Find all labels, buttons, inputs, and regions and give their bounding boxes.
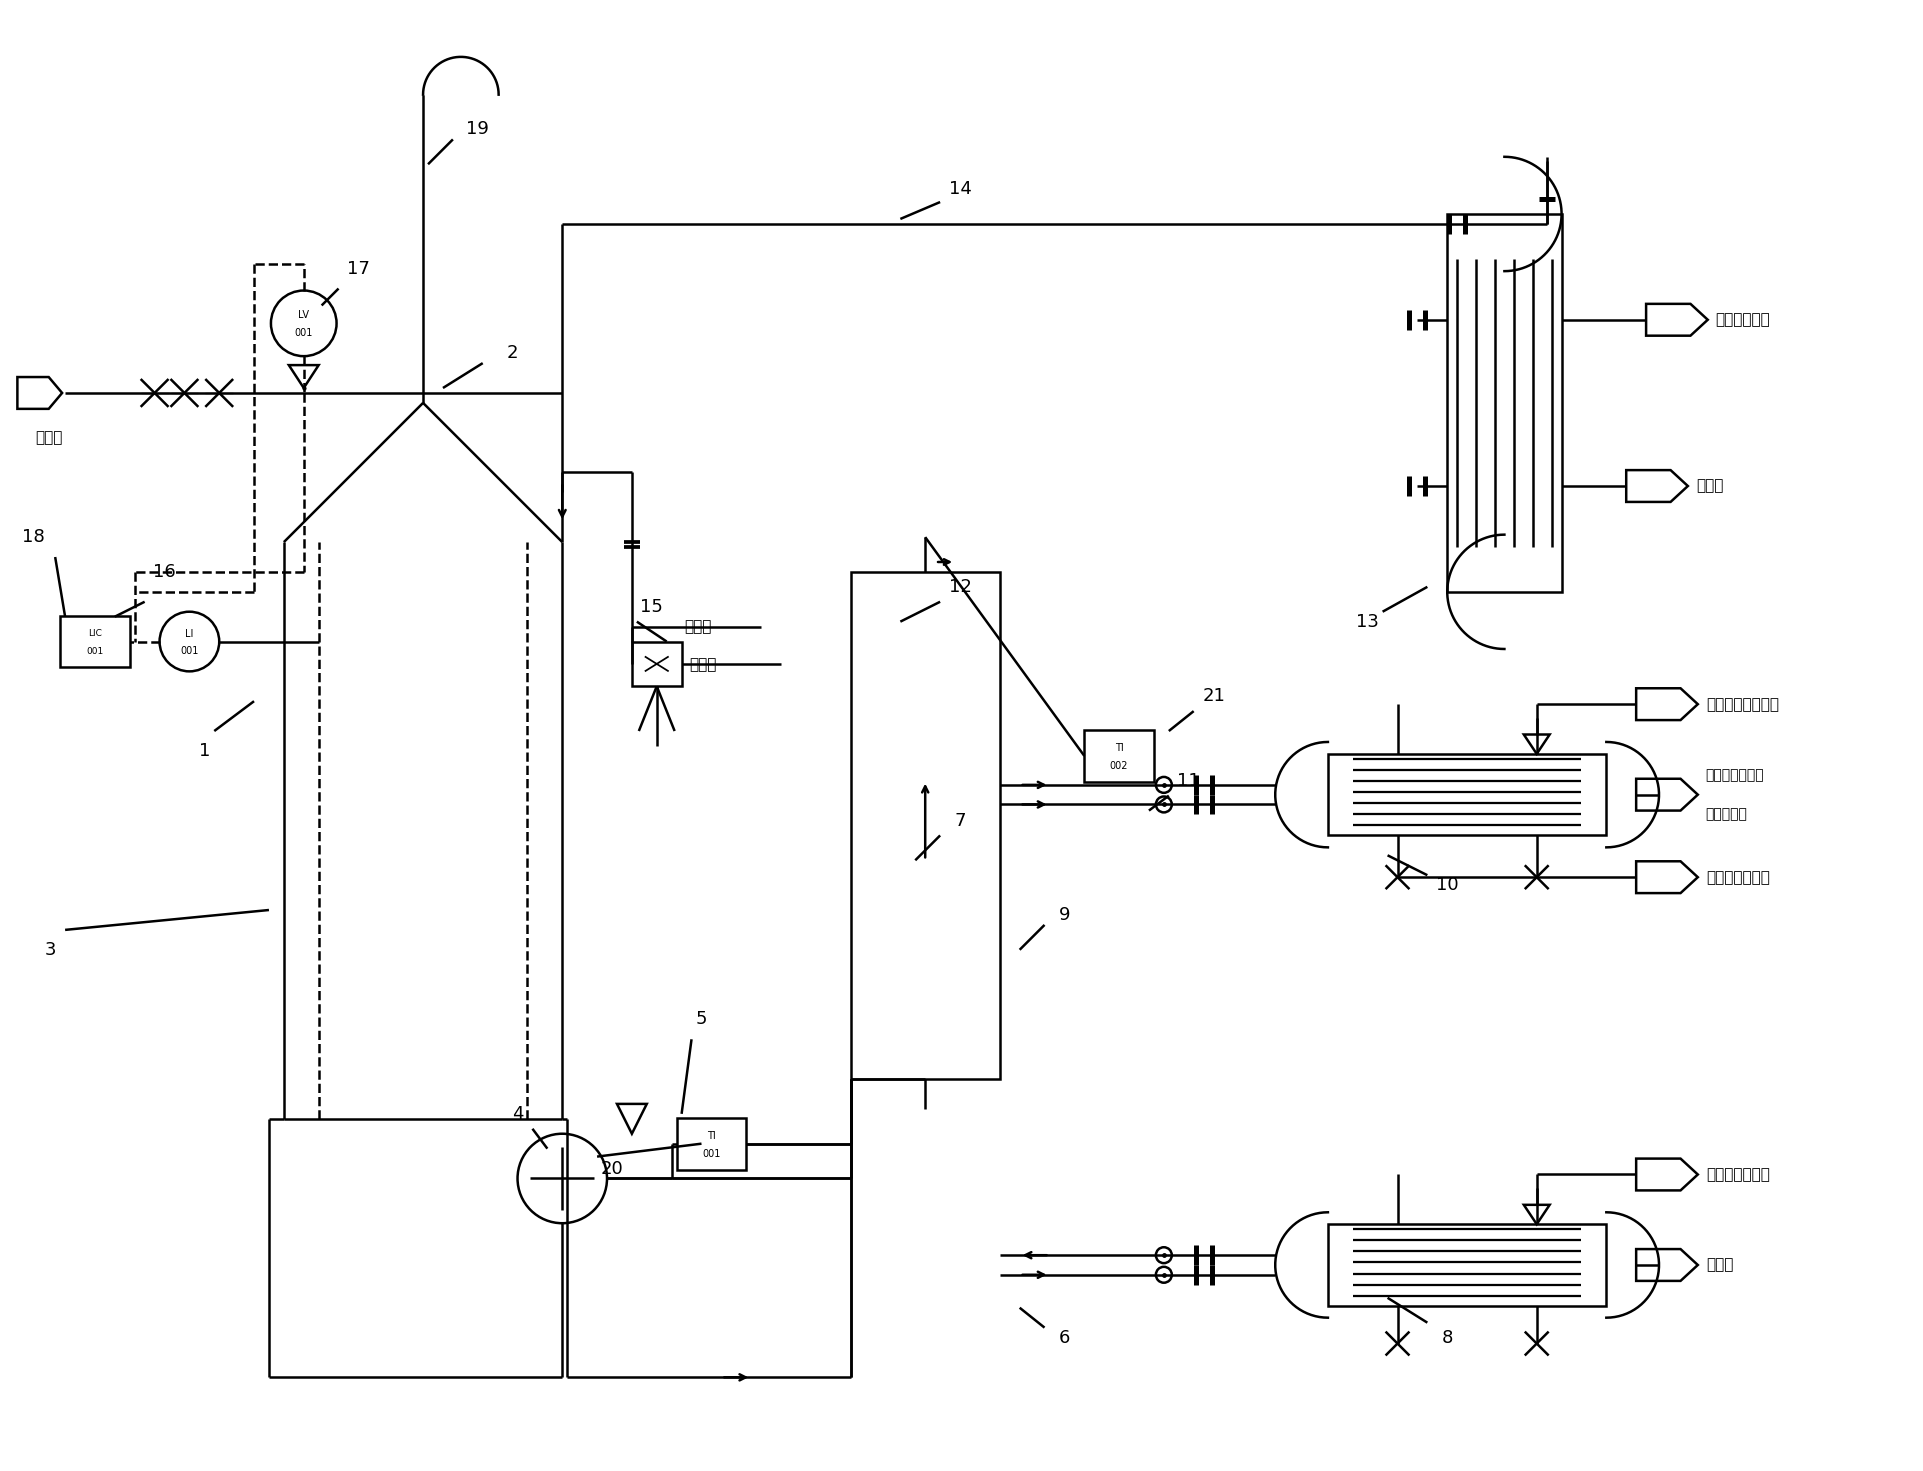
- Text: 14: 14: [948, 179, 971, 199]
- Bar: [60, 616, 129, 668]
- Circle shape: [160, 612, 219, 671]
- Text: 13: 13: [1356, 612, 1379, 631]
- Text: 加热后的物料: 加热后的物料: [1715, 312, 1769, 327]
- Polygon shape: [1635, 1249, 1696, 1281]
- Text: 21: 21: [1202, 687, 1225, 705]
- Text: LI: LI: [185, 628, 194, 638]
- Polygon shape: [1625, 471, 1686, 502]
- Text: TI: TI: [1113, 743, 1123, 753]
- Text: 1: 1: [198, 741, 210, 761]
- Text: 17: 17: [346, 260, 369, 278]
- Bar: [1327, 755, 1606, 836]
- Polygon shape: [1635, 688, 1696, 721]
- Bar: [850, 572, 1000, 1080]
- Bar: [1327, 1224, 1606, 1306]
- Circle shape: [517, 1134, 608, 1224]
- Text: 8: 8: [1440, 1328, 1452, 1346]
- Polygon shape: [617, 1103, 646, 1134]
- Circle shape: [1156, 796, 1171, 812]
- Circle shape: [1156, 777, 1171, 793]
- Text: 10: 10: [1435, 877, 1458, 894]
- Polygon shape: [1523, 734, 1548, 755]
- Text: 去地沟: 去地沟: [688, 658, 715, 672]
- Text: 19: 19: [465, 121, 488, 138]
- Text: 20: 20: [600, 1159, 623, 1177]
- Text: LIC: LIC: [88, 630, 102, 638]
- Text: 9: 9: [1058, 906, 1069, 924]
- Text: 3: 3: [44, 941, 56, 959]
- Bar: [1446, 213, 1561, 591]
- Text: 6: 6: [1058, 1328, 1069, 1346]
- Text: 除盐水: 除盐水: [35, 430, 63, 446]
- Text: 去环己烷缓冲罐: 去环己烷缓冲罐: [1706, 869, 1769, 884]
- Text: 001: 001: [702, 1149, 721, 1159]
- Text: 重排液: 重排液: [1706, 1258, 1733, 1272]
- Text: LV: LV: [298, 310, 310, 321]
- Text: 尾气去尾气冷凝器: 尾气去尾气冷凝器: [1706, 697, 1779, 712]
- Polygon shape: [1646, 304, 1708, 335]
- Text: 001: 001: [181, 646, 198, 656]
- Polygon shape: [1635, 1159, 1696, 1190]
- Text: 重排液去反应釜: 重排液去反应釜: [1706, 1167, 1769, 1183]
- Polygon shape: [1523, 1205, 1548, 1224]
- Text: TI: TI: [706, 1131, 715, 1140]
- Circle shape: [1156, 1267, 1171, 1283]
- Text: 001: 001: [87, 647, 104, 656]
- Polygon shape: [1635, 862, 1696, 893]
- Bar: [677, 1118, 746, 1169]
- Circle shape: [271, 291, 337, 356]
- Text: 002: 002: [1110, 761, 1127, 771]
- Bar: [631, 641, 681, 687]
- Text: 12: 12: [948, 578, 971, 596]
- Bar: [1085, 730, 1154, 781]
- Polygon shape: [1635, 778, 1696, 811]
- Text: 18: 18: [21, 528, 44, 546]
- Text: 16: 16: [154, 563, 175, 581]
- Text: 5: 5: [696, 1011, 708, 1028]
- Polygon shape: [288, 365, 319, 388]
- Text: 2: 2: [506, 344, 517, 362]
- Text: 冷物料: 冷物料: [1694, 478, 1723, 494]
- Text: 4: 4: [512, 1105, 523, 1122]
- Circle shape: [1156, 1247, 1171, 1264]
- Text: 环己烷气相来自: 环己烷气相来自: [1706, 768, 1763, 781]
- Text: 11: 11: [1177, 772, 1200, 790]
- Polygon shape: [17, 377, 62, 409]
- Text: 15: 15: [640, 597, 663, 616]
- Text: 去地沟: 去地沟: [685, 619, 712, 634]
- Text: 001: 001: [294, 328, 313, 338]
- Text: 7: 7: [954, 812, 965, 830]
- Text: 重排反应器: 重排反应器: [1706, 808, 1746, 821]
